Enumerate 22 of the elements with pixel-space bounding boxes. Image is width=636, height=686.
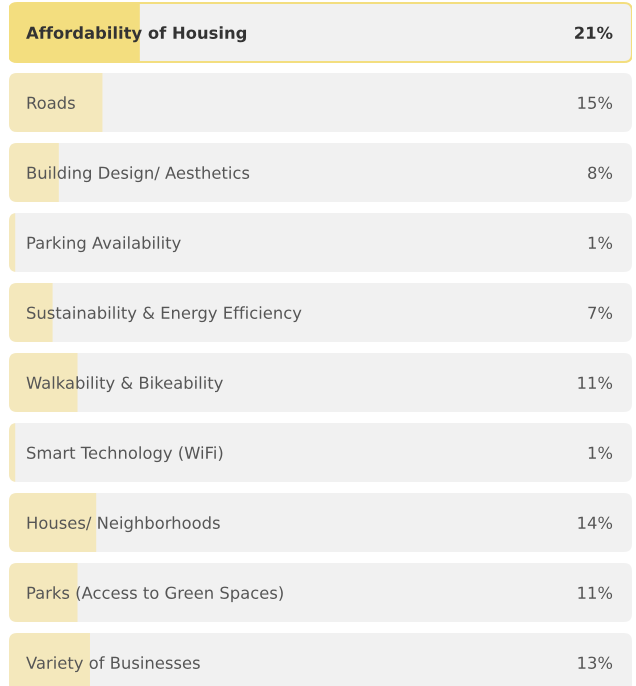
data-label: 21% <box>575 26 612 39</box>
data-label: 1% <box>588 236 612 249</box>
y-tick-label: Smart Technology (WiFi) <box>27 446 222 462</box>
y-tick-label: Parks (Access to Green Spaces) <box>28 586 283 602</box>
y-tick-label: Variety of Businesses <box>26 656 200 672</box>
bar <box>9 493 96 552</box>
y-tick-label: Roads <box>28 96 75 109</box>
data-label: 13% <box>578 656 612 669</box>
y-tick-label: Building Design/ Aesthetics <box>28 166 250 182</box>
data-label: 11% <box>578 376 612 389</box>
y-tick-label: Sustainability & Energy Efficiency <box>27 306 302 322</box>
y-tick-label: Parking Availability <box>28 236 181 252</box>
y-tick-label: Walkability & Bikeability <box>26 376 223 392</box>
bar <box>9 563 78 622</box>
data-label: 14% <box>578 516 612 529</box>
data-label: 11% <box>578 586 612 599</box>
data-label: 8% <box>588 166 612 179</box>
data-label: 7% <box>588 306 612 319</box>
data-label: 15% <box>578 96 612 109</box>
bar <box>9 73 102 132</box>
y-tick-label: Houses/ Neighborhoods <box>28 516 220 532</box>
data-label: 1% <box>588 446 612 459</box>
